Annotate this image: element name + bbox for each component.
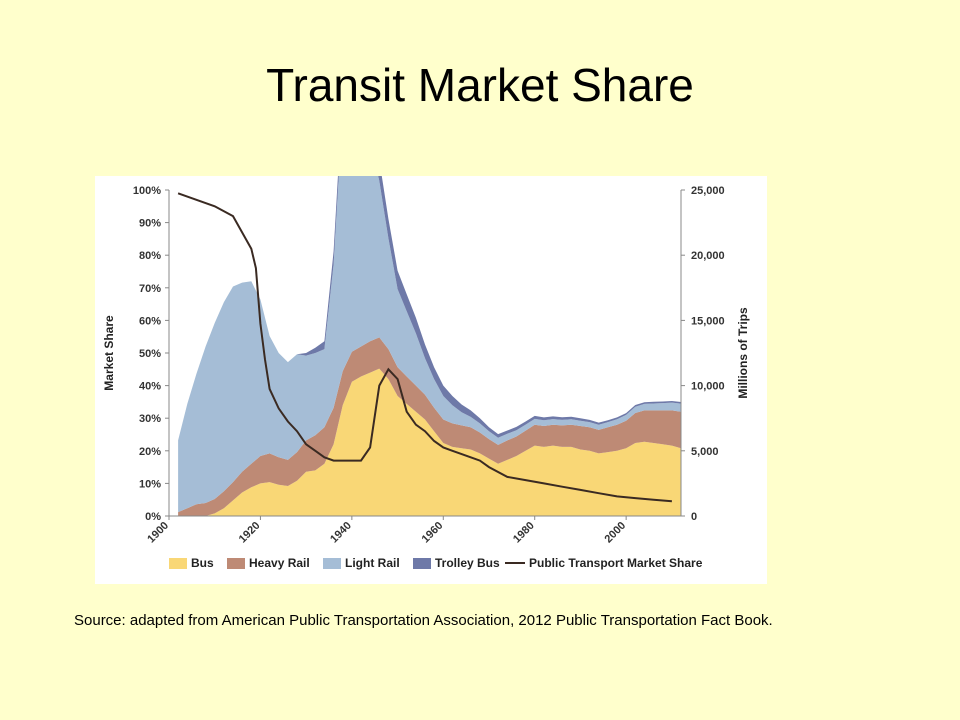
legend-heavy-rail-swatch <box>227 558 245 569</box>
slide-title: Transit Market Share <box>266 59 694 111</box>
left-tick-label: 50% <box>139 348 161 360</box>
left-tick-label: 40% <box>139 381 161 393</box>
legend-bus-label: Bus <box>191 556 214 570</box>
left-tick-label: 90% <box>139 218 161 230</box>
light-rail-area <box>178 176 681 513</box>
market-share-line <box>177 192 672 503</box>
legend-trolley-bus-label: Trolley Bus <box>435 556 500 570</box>
legend-heavy-rail-label: Heavy Rail <box>249 556 310 570</box>
x-tick-label: 1940 <box>328 520 354 546</box>
right-tick-label: 25,000 <box>691 185 725 197</box>
legend-light-rail-label: Light Rail <box>345 556 400 570</box>
x-tick-label: 1900 <box>145 520 171 546</box>
x-tick-label: 1960 <box>420 520 446 546</box>
left-tick-label: 100% <box>133 185 161 197</box>
right-tick-label: 0 <box>691 511 697 523</box>
x-tick-label: 1920 <box>237 520 263 546</box>
left-tick-label: 80% <box>139 250 161 262</box>
y-axis-right-title: Millions of Trips <box>736 307 750 399</box>
left-tick-label: 60% <box>139 315 161 327</box>
legend-market-share-label: Public Transport Market Share <box>529 556 703 570</box>
right-tick-label: 20,000 <box>691 250 725 262</box>
legend-light-rail-swatch <box>323 558 341 569</box>
legend-trolley-bus-swatch <box>413 558 431 569</box>
left-tick-label: 70% <box>139 283 161 295</box>
y-axis-left-title: Market Share <box>102 315 116 391</box>
transit-chart: 0% 10% 20% 30% 40% 50% 60% 70% 80% 90% 100% 0 5,000 1… <box>102 176 750 570</box>
chart-panel: 0% 10% 20% 30% 40% 50% 60% 70% 80% 90% 100% 0 5,000 1… <box>95 176 767 584</box>
bus-area <box>178 368 681 516</box>
x-tick-label: 2000 <box>602 520 628 546</box>
x-tick-label: 1980 <box>511 520 537 546</box>
left-tick-label: 20% <box>139 446 161 458</box>
left-tick-label: 0% <box>145 511 161 523</box>
heavy-rail-area <box>178 337 681 516</box>
legend-bus-swatch <box>169 558 187 569</box>
left-tick-label: 10% <box>139 478 161 490</box>
source-caption: Source: adapted from American Public Tra… <box>74 612 773 629</box>
right-tick-label: 5,000 <box>691 446 719 458</box>
right-tick-label: 15,000 <box>691 315 725 327</box>
left-tick-label: 30% <box>139 413 161 425</box>
right-tick-label: 10,000 <box>691 381 725 393</box>
